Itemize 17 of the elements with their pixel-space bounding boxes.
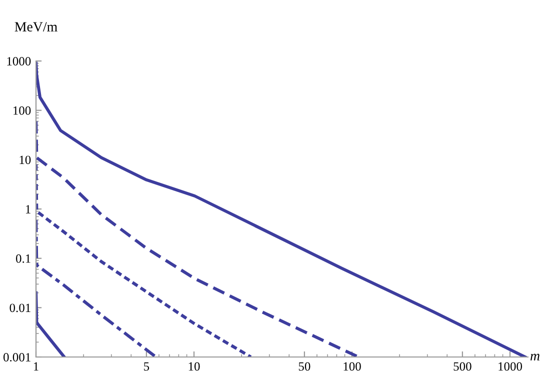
x-tick-label: 50 bbox=[298, 362, 310, 371]
y-tick-label: 10 bbox=[20, 156, 31, 164]
y-tick-label: 0.01 bbox=[10, 304, 30, 312]
x-axis-title: m bbox=[530, 354, 540, 360]
x-tick-label: 1000 bbox=[498, 362, 522, 371]
y-tick-label: 1 bbox=[26, 205, 30, 214]
x-tick-label: 10 bbox=[188, 362, 200, 371]
y-tick-label: 0.001 bbox=[3, 353, 30, 362]
y-axis-title: MeV/m bbox=[14, 22, 58, 32]
x-tick-label: 5 bbox=[144, 362, 150, 371]
x-tick-label: 500 bbox=[454, 362, 472, 371]
y-tick-label: 0.1 bbox=[16, 254, 30, 263]
line-series bbox=[36, 291, 66, 357]
x-tick-label: 1 bbox=[34, 362, 38, 371]
y-tick-label: 1000 bbox=[7, 57, 31, 66]
x-tick-label: 100 bbox=[344, 362, 361, 371]
y-tick-label: 100 bbox=[13, 106, 31, 115]
